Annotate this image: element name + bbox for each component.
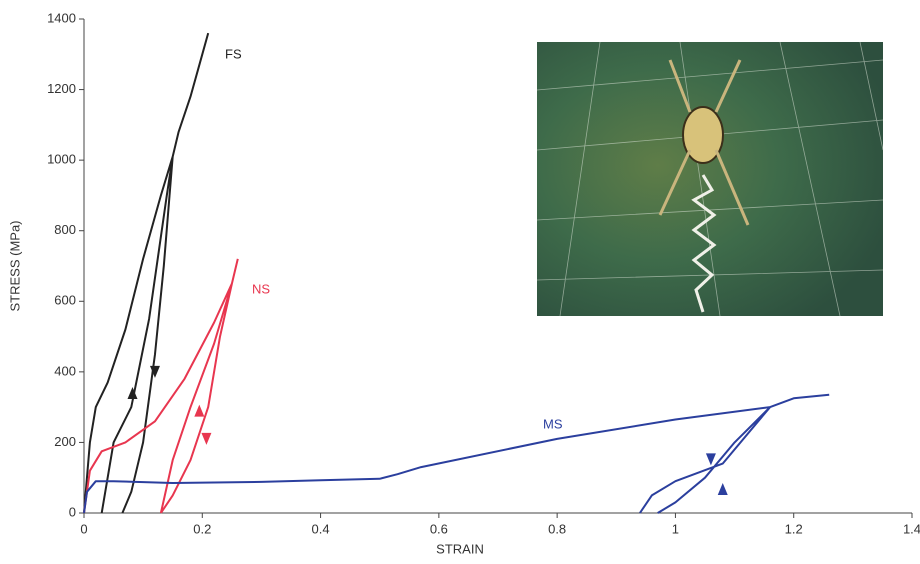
y-axis-label: STRESS (MPa) (7, 220, 22, 311)
series-label: MS (543, 416, 563, 431)
x-tick-label: 0.2 (193, 521, 211, 536)
y-tick-label: 600 (54, 293, 76, 308)
y-tick-label: 1000 (47, 152, 76, 167)
x-tick-label: 1.2 (785, 521, 803, 536)
direction-arrow (718, 483, 728, 495)
direction-arrow (201, 433, 211, 445)
x-tick-label: 0 (80, 521, 87, 536)
x-tick-label: 0.4 (312, 521, 330, 536)
y-tick-label: 400 (54, 363, 76, 378)
x-tick-label: 0.6 (430, 521, 448, 536)
x-tick-label: 0.8 (548, 521, 566, 536)
x-tick-label: 1.4 (903, 521, 920, 536)
y-tick-label: 1400 (47, 10, 76, 25)
series-label: NS (252, 281, 270, 296)
y-tick-label: 800 (54, 222, 76, 237)
direction-arrow (194, 405, 204, 417)
y-tick-label: 1200 (47, 81, 76, 96)
x-axis-label: STRAIN (436, 541, 484, 556)
direction-arrow (706, 453, 716, 465)
y-tick-label: 0 (69, 504, 76, 519)
inset-photo (537, 42, 883, 316)
y-tick-label: 200 (54, 434, 76, 449)
series-line (84, 395, 829, 513)
series-label: FS (225, 46, 242, 61)
x-tick-label: 1 (672, 521, 679, 536)
series-line (84, 33, 208, 513)
chart: STRAIN STRESS (MPa) 0 0.2 0.4 0.6 0.8 1 1.2 1.4… (0, 0, 920, 564)
